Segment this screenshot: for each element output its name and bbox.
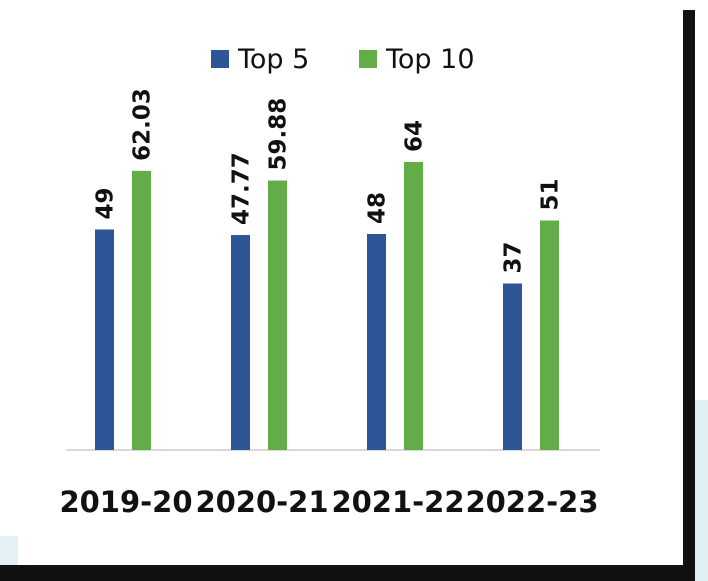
data-label-top5-2019-20: 49 (93, 187, 119, 219)
legend: Top 5 Top 10 (211, 44, 475, 75)
bars-group (95, 162, 559, 451)
bar-top5-2019-20 (95, 229, 114, 450)
legend-label-top-5: Top 5 (237, 44, 309, 75)
category-labels-group: 2019-20 2020-21 2021-22 2022-23 (59, 485, 598, 519)
data-label-top5-2020-21: 47.77 (229, 152, 255, 225)
bar-top10-2019-20 (132, 170, 151, 451)
data-label-top10-2020-21: 59.88 (266, 98, 292, 171)
frame-border-right (683, 10, 695, 581)
category-label-2022-23: 2022-23 (465, 485, 598, 519)
background-tint-left (0, 536, 18, 565)
data-label-top10-2019-20: 62.03 (130, 88, 156, 161)
legend-label-top-10: Top 10 (385, 44, 475, 75)
data-label-top10-2021-22: 64 (402, 120, 428, 152)
category-label-2020-21: 2020-21 (195, 485, 328, 519)
data-label-top5-2021-22: 48 (365, 192, 391, 224)
bar-top10-2020-21 (268, 180, 287, 451)
bar-top10-2021-22 (404, 162, 423, 450)
data-label-top10-2022-23: 51 (538, 178, 564, 210)
bar-top10-2022-23 (540, 220, 559, 450)
data-label-top5-2022-23: 37 (501, 241, 527, 273)
bar-chart: Top 5 Top 10 49 47.77 48 37 62.03 59.88 64 51 2… (59, 44, 600, 519)
category-label-2019-20: 2019-20 (59, 485, 192, 519)
frame-border-bottom (0, 565, 695, 581)
bar-top5-2022-23 (503, 283, 522, 450)
category-label-2021-22: 2021-22 (331, 485, 464, 519)
legend-swatch-top-10 (359, 50, 377, 68)
bar-labels-group: 49 47.77 48 37 62.03 59.88 64 51 (93, 88, 564, 273)
bar-top5-2021-22 (367, 234, 386, 450)
bar-top5-2020-21 (231, 235, 250, 450)
background-tint-right (695, 400, 708, 581)
legend-swatch-top-5 (211, 50, 229, 68)
